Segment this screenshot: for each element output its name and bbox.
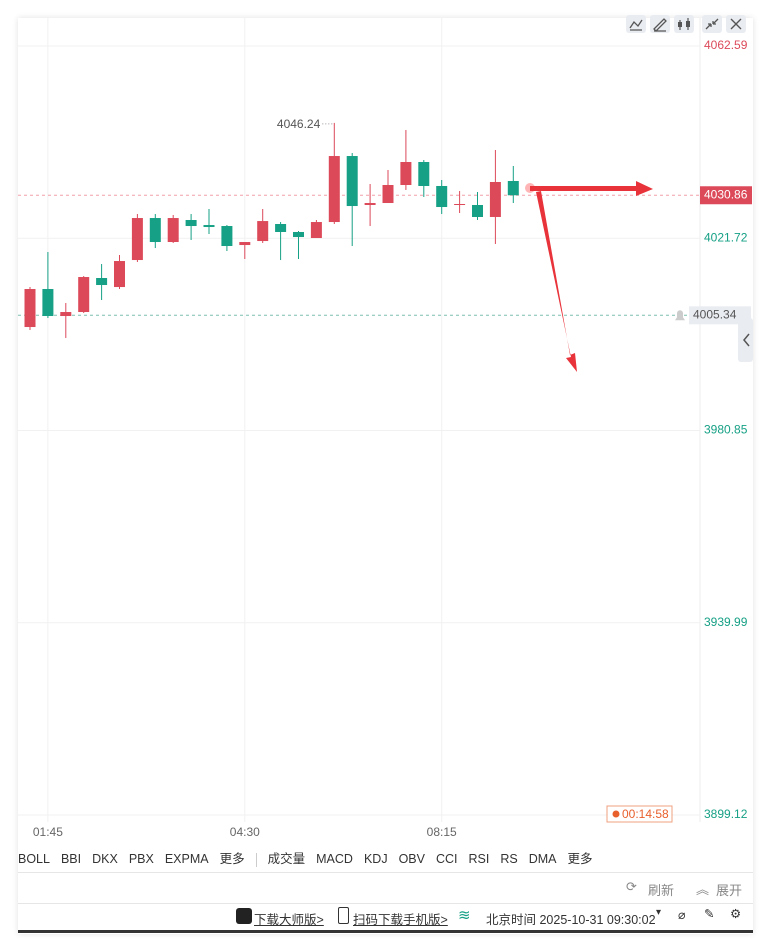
candle-body (275, 223, 287, 232)
candle-body (364, 203, 376, 205)
clip-icon[interactable]: ⌀ (678, 908, 686, 922)
candle-body (382, 185, 394, 204)
sub-tab[interactable]: OBV (398, 852, 425, 866)
x-tick-label: 08:15 (427, 825, 457, 839)
annotation-arrows (525, 181, 653, 372)
candle-body (96, 278, 108, 286)
y-tick-label: 4062.59 (704, 38, 748, 52)
candle-body (489, 181, 501, 217)
candle-body (293, 231, 304, 238)
download-link[interactable]: 下载大师版> (254, 913, 324, 927)
indicator-tab[interactable]: DKX (92, 852, 118, 866)
x-tick-label: 04:30 (230, 825, 260, 839)
separator (255, 852, 257, 867)
clock: 北京时间 2025-10-31 09:30:02 (486, 913, 656, 927)
side-toggle-icon (743, 333, 750, 347)
plot: 4062.59 4021.72 3980.85 3939.99 3899.12 01:45… (18, 18, 752, 839)
sub-tab[interactable]: DMA (528, 852, 557, 866)
candle-body (310, 222, 322, 239)
candle-body (257, 221, 269, 242)
candle-body (24, 289, 36, 328)
indicator-tabs: BOLL BBI DKX PBX EXPMA 更多 成交量 MACD KDJ OBV CCI RSI R… (18, 848, 604, 868)
phone-icon (338, 907, 349, 924)
y-tick-label: 3899.12 (704, 807, 748, 821)
alert-label: 4005.34 (693, 307, 737, 321)
x-tick-label: 01:45 (33, 825, 63, 839)
side-toggle[interactable] (738, 318, 753, 362)
candle-body (203, 225, 215, 228)
tool-button[interactable] (702, 15, 722, 33)
tool-button[interactable] (650, 15, 670, 33)
candle-body (472, 204, 483, 217)
tool-button[interactable] (674, 15, 694, 33)
tool-icon (686, 21, 690, 27)
y-tick-label: 3980.85 (704, 423, 748, 437)
dropdown-icon[interactable]: ▾ (656, 907, 662, 918)
candle-body (114, 261, 125, 288)
refresh-icon: ⟳ (626, 879, 637, 894)
sub-tab[interactable]: 更多 (567, 852, 593, 866)
sub-tab[interactable]: MACD (316, 852, 353, 866)
indicator-tab[interactable]: EXPMA (164, 852, 209, 866)
candle-body (454, 204, 466, 206)
high-label: 4046.24 (277, 117, 321, 131)
candle-body (60, 312, 72, 317)
candle-body (221, 226, 233, 247)
countdown-icon (612, 810, 620, 818)
candle-body (78, 277, 90, 313)
sub-tab[interactable]: CCI (435, 852, 458, 866)
indicator-tab[interactable]: PBX (128, 852, 154, 866)
y-tick-label: 4021.72 (704, 230, 748, 244)
tool-icon (705, 18, 719, 30)
candle-body (328, 156, 340, 223)
chart-card (18, 18, 753, 934)
candle-body (167, 218, 179, 243)
tool-icon (678, 22, 682, 27)
last-price-label: 4030.86 (704, 187, 748, 201)
last-price-box (700, 186, 752, 205)
candle-body (507, 181, 519, 196)
tool-icon[interactable]: ✎ (704, 907, 715, 921)
action-row: ⟳ 刷新 ︽ 展开 (18, 872, 753, 904)
countdown-box (606, 805, 673, 823)
sub-tab[interactable]: RS (500, 852, 518, 866)
expand[interactable]: 展开 (716, 883, 743, 898)
chart: 4062.59 4021.72 3980.85 3939.99 3899.12 01:45… (18, 15, 753, 839)
y-tick-label: 3939.99 (704, 615, 748, 629)
refresh[interactable]: 刷新 (648, 883, 675, 898)
tool-icon (629, 19, 643, 31)
candle-body (346, 156, 358, 207)
candle-body (400, 161, 412, 186)
toolbar (626, 15, 746, 33)
candle-body (185, 219, 197, 227)
candle-body (131, 218, 143, 261)
wifi-icon: ≋ (458, 907, 471, 924)
candle-body (436, 185, 448, 208)
arrow (530, 181, 653, 196)
expand-icon: ︽ (696, 882, 710, 897)
settings-icon[interactable]: ⚙ (730, 907, 742, 921)
candle-body (149, 218, 161, 243)
indicator-tab[interactable]: BOLL (18, 852, 50, 866)
sub-tab[interactable]: 成交量 (267, 852, 306, 866)
candle-body (418, 161, 430, 186)
alert-label-box (689, 306, 751, 325)
candle-body (239, 242, 251, 246)
countdown: 00:14:58 (622, 807, 669, 821)
app-icon (236, 908, 252, 924)
arrow (536, 191, 577, 372)
bell-icon (675, 310, 685, 321)
tool-icon (653, 18, 667, 32)
sub-tab[interactable]: KDJ (363, 852, 388, 866)
bottom-bar (18, 930, 753, 933)
sub-tab[interactable]: RSI (468, 852, 490, 866)
indicator-tab[interactable]: BBI (60, 852, 82, 866)
tool-icon (730, 18, 742, 30)
footer: 下载大师版> 扫码下载手机版> ≋ 北京时间 2025-10-31 09:30:… (18, 904, 753, 930)
candle-body (42, 289, 54, 317)
mobile-link[interactable]: 扫码下载手机版> (353, 913, 448, 927)
indicator-tab[interactable]: 更多 (219, 852, 245, 866)
